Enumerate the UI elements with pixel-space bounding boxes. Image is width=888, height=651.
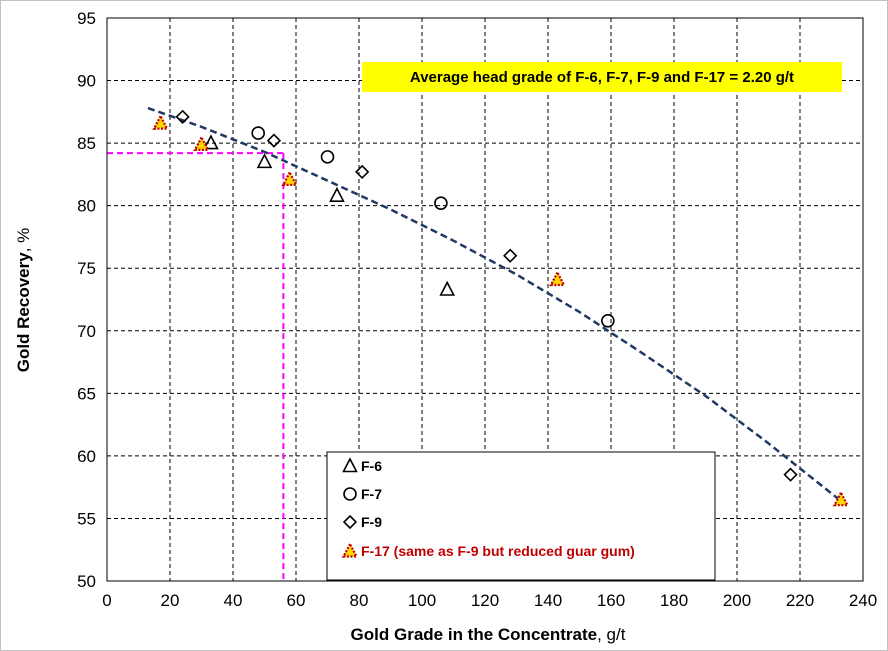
legend-marker-f7 [343, 487, 357, 501]
x-tick-label: 160 [597, 591, 625, 610]
x-tick-label: 80 [350, 591, 369, 610]
y-tick-label: 80 [77, 197, 96, 216]
data-point-f17 [193, 134, 210, 151]
y-axis-title: Gold Recovery, % [14, 228, 33, 373]
legend-label-f7: F-7 [361, 486, 382, 502]
x-tick-label: 180 [660, 591, 688, 610]
x-axis-title: Gold Grade in the Concentrate, g/t [351, 625, 626, 644]
legend-marker-f9 [342, 514, 358, 530]
legend-markers [341, 457, 359, 558]
x-tick-label: 140 [534, 591, 562, 610]
x-axis-title-text: Gold Grade in the Concentrate [351, 625, 598, 644]
y-tick-label: 90 [77, 72, 96, 91]
data-point-f6 [439, 280, 456, 296]
y-tick-label: 60 [77, 447, 96, 466]
data-point-f6 [203, 134, 219, 150]
legend-label-f17: F-17 (same as F-9 but reduced guar gum) [361, 543, 635, 559]
data-point-f6 [256, 153, 273, 169]
y-tick-label: 70 [77, 322, 96, 341]
data-point-f9 [783, 467, 798, 482]
data-point-f17 [152, 113, 169, 130]
data-point-f7 [601, 313, 615, 328]
reference-lines [107, 152, 285, 581]
annotation-text: Average head grade of F-6, F-7, F-9 and … [410, 69, 794, 86]
trendline-path [147, 106, 842, 502]
data-point-f7 [434, 196, 448, 210]
annotation-background [362, 62, 842, 92]
x-tick-label: 40 [224, 591, 243, 610]
data-point-f9 [266, 133, 282, 148]
tick-labels: 0 20 40 60 80 100 120 140 160 180 200 220 240 50 55 60 6… [77, 9, 877, 610]
annotation-box: Average head grade of F-6, F-7, F-9 and … [362, 62, 842, 92]
data-markers [152, 109, 850, 507]
x-tick-label: 60 [287, 591, 306, 610]
legend-label-f6: F-6 [361, 458, 382, 474]
y-tick-label: 50 [77, 572, 96, 591]
y-axis-title-text: Gold Recovery [14, 252, 33, 373]
plot-area [106, 17, 864, 582]
legend-box [326, 451, 716, 581]
data-point-f9 [503, 248, 518, 263]
legend: F-6 F-7 F-9 F-17 (same as F-9 but reduce… [326, 451, 716, 581]
x-tick-label: 240 [849, 591, 877, 610]
x-tick-label: 220 [786, 591, 814, 610]
y-tick-label: 75 [77, 259, 96, 278]
x-tick-label: 120 [471, 591, 499, 610]
data-point-f6 [329, 186, 345, 202]
data-point-f17 [549, 270, 566, 287]
data-point-f17 [832, 490, 850, 507]
y-tick-label: 65 [77, 384, 96, 403]
data-point-f7 [320, 150, 335, 164]
legend-label-f9: F-9 [361, 514, 382, 530]
legend-marker-f17 [341, 541, 359, 558]
x-tick-label: 200 [723, 591, 751, 610]
y-axis-unit: , % [14, 228, 33, 253]
data-point-f9 [175, 109, 190, 124]
legend-marker-f6 [342, 457, 358, 473]
data-point-f9 [355, 164, 370, 180]
x-tick-label: 100 [408, 591, 436, 610]
y-tick-label: 95 [77, 9, 96, 28]
y-tick-label: 85 [77, 134, 96, 153]
data-point-f7 [251, 126, 266, 140]
x-tick-label: 0 [102, 591, 111, 610]
x-axis-unit: , g/t [597, 625, 626, 644]
trendline [147, 106, 842, 502]
data-point-f17 [281, 170, 299, 186]
y-tick-label: 55 [77, 509, 96, 528]
x-tick-label: 20 [161, 591, 180, 610]
